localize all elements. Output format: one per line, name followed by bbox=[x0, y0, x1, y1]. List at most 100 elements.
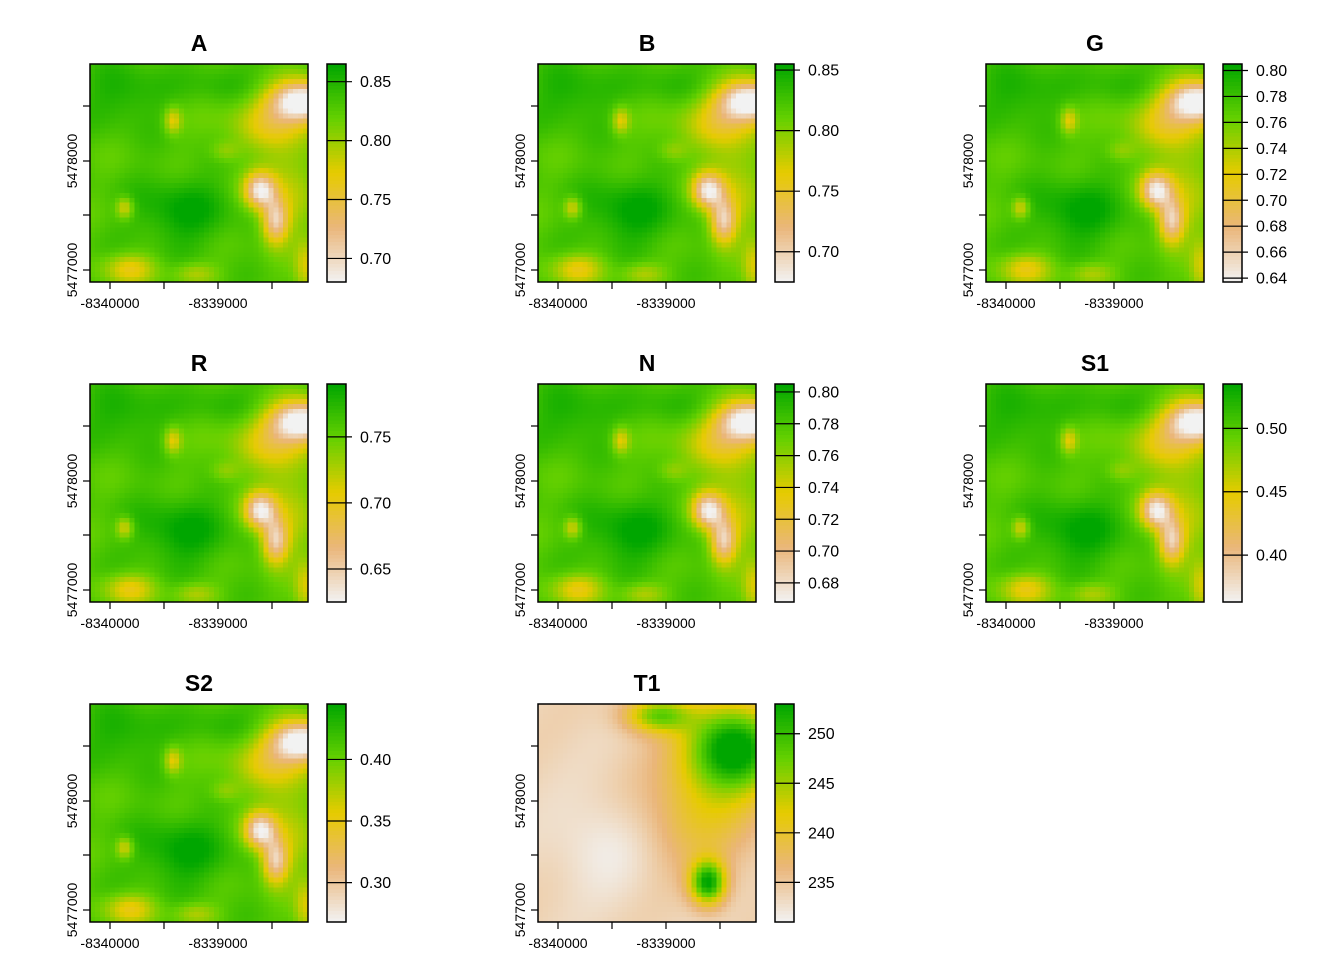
raster-cell bbox=[129, 207, 136, 214]
raster-cell bbox=[189, 138, 195, 144]
raster-cell bbox=[681, 98, 688, 105]
raster-cell bbox=[612, 133, 618, 139]
raster-cell bbox=[1174, 78, 1180, 85]
raster-cell bbox=[90, 133, 96, 139]
raster-cell bbox=[557, 217, 564, 224]
raster-cell bbox=[1099, 73, 1106, 80]
raster-cell bbox=[149, 68, 155, 75]
raster-cell bbox=[617, 163, 623, 169]
legend-tick-label: 0.70 bbox=[360, 251, 391, 268]
raster-cell bbox=[647, 247, 653, 253]
raster-cell bbox=[642, 247, 648, 253]
raster-cell bbox=[218, 73, 225, 80]
raster-cell bbox=[1119, 98, 1126, 105]
raster-cell bbox=[1184, 73, 1190, 80]
raster-cell bbox=[154, 272, 160, 278]
raster-cell bbox=[298, 68, 304, 75]
raster-cell bbox=[726, 222, 732, 229]
raster-cell bbox=[129, 123, 136, 129]
raster-cell bbox=[114, 202, 121, 209]
raster-cell bbox=[303, 277, 309, 283]
legend-swatch bbox=[327, 103, 346, 109]
raster-cell bbox=[263, 143, 269, 149]
raster-cell bbox=[567, 217, 574, 224]
raster-cell bbox=[248, 153, 255, 159]
raster-cell bbox=[751, 88, 757, 95]
raster-cell bbox=[144, 88, 151, 95]
raster-cell bbox=[731, 267, 737, 273]
raster-cell bbox=[164, 202, 170, 209]
raster-cell bbox=[666, 207, 673, 214]
raster-cell bbox=[656, 93, 663, 100]
raster-cell bbox=[726, 252, 732, 258]
raster-cell bbox=[701, 182, 708, 189]
raster-cell bbox=[632, 237, 638, 243]
raster-cell bbox=[263, 177, 269, 184]
raster-cell bbox=[736, 237, 742, 243]
raster-cell bbox=[647, 262, 653, 268]
raster-cell bbox=[1015, 98, 1022, 105]
raster-cell bbox=[1184, 88, 1190, 95]
raster-cell bbox=[587, 217, 594, 224]
raster-cell bbox=[124, 163, 131, 169]
raster-cell bbox=[203, 68, 210, 75]
raster-cell bbox=[597, 128, 603, 134]
raster-cell bbox=[1065, 148, 1071, 154]
raster-cell bbox=[1045, 73, 1051, 80]
raster-cell bbox=[711, 187, 717, 194]
raster-cell bbox=[213, 93, 220, 100]
raster-cell bbox=[622, 267, 628, 273]
raster-cell bbox=[1060, 78, 1066, 85]
raster-cell bbox=[696, 73, 703, 80]
raster-cell bbox=[661, 242, 668, 248]
raster-cell bbox=[1015, 78, 1022, 85]
raster-cell bbox=[243, 138, 250, 144]
raster-cell bbox=[607, 217, 613, 224]
raster-cell bbox=[268, 148, 274, 154]
raster-cell bbox=[169, 128, 175, 134]
raster-cell bbox=[134, 173, 141, 179]
raster-cell bbox=[671, 168, 678, 174]
raster-cell bbox=[179, 202, 185, 209]
legend-swatch bbox=[327, 212, 346, 218]
raster-cell bbox=[1149, 68, 1156, 75]
raster-cell bbox=[681, 168, 688, 174]
raster-cell bbox=[94, 108, 101, 115]
raster-cell bbox=[238, 267, 245, 273]
raster-cell bbox=[651, 78, 658, 85]
raster-cell bbox=[607, 73, 613, 80]
raster-cell bbox=[1000, 78, 1007, 85]
raster-cell bbox=[1040, 163, 1047, 169]
raster-cell bbox=[711, 237, 717, 243]
raster-cell bbox=[676, 212, 683, 219]
raster-cell bbox=[612, 83, 618, 90]
raster-cell bbox=[184, 153, 190, 159]
raster-cell bbox=[612, 143, 618, 149]
raster-cell bbox=[253, 168, 260, 174]
raster-cell bbox=[154, 252, 160, 258]
raster-cell bbox=[164, 88, 170, 95]
raster-cell bbox=[298, 88, 304, 95]
raster-cell bbox=[711, 232, 717, 238]
raster-cell bbox=[716, 158, 722, 164]
raster-cell bbox=[129, 128, 136, 134]
raster-cell bbox=[119, 177, 126, 184]
raster-cell bbox=[1124, 123, 1131, 129]
raster-cell bbox=[681, 262, 688, 268]
legend-swatch bbox=[327, 64, 346, 69]
raster-cell bbox=[1065, 133, 1071, 139]
raster-cell bbox=[194, 98, 200, 105]
raster-cell bbox=[572, 138, 579, 144]
raster-cell bbox=[592, 133, 599, 139]
raster-cell bbox=[751, 148, 757, 154]
raster-cell bbox=[1095, 168, 1101, 174]
raster-cell bbox=[1149, 93, 1156, 100]
raster-cell bbox=[597, 237, 603, 243]
raster-cell bbox=[273, 202, 279, 209]
raster-cell bbox=[986, 64, 992, 70]
raster-cell bbox=[607, 153, 613, 159]
raster-cell bbox=[1010, 103, 1017, 110]
raster-cell bbox=[149, 267, 155, 273]
raster-cell bbox=[288, 163, 294, 169]
raster-cell bbox=[199, 83, 205, 90]
